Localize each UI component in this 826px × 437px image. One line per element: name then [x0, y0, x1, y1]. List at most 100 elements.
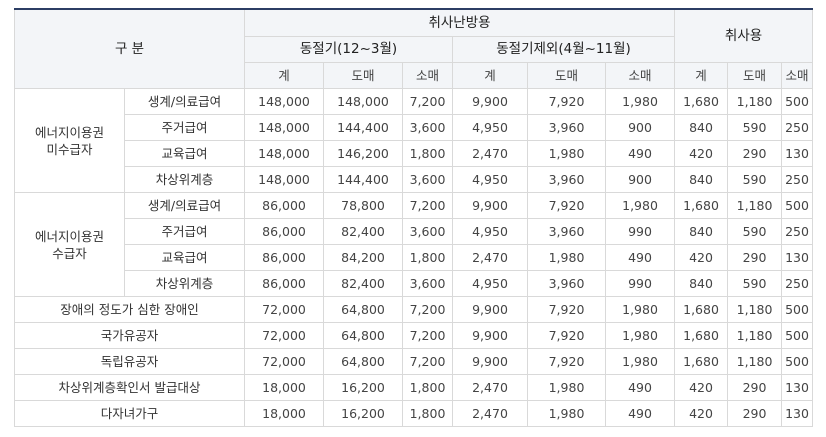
value-cell: 1,180: [727, 348, 783, 375]
value-cell: 1,980: [605, 296, 676, 323]
value-cell: 18,000: [244, 374, 325, 401]
row-label: 교육급여: [123, 140, 246, 167]
row-label: 독립유공자: [13, 348, 246, 375]
value-cell: 130: [781, 244, 814, 271]
table-row: 차상위계층 148,000 144,400 3,600 4,950 3,960 900 840…: [15, 166, 814, 193]
value-cell: 84,200: [323, 244, 404, 271]
value-cell: 1,180: [727, 192, 783, 219]
value-cell: 148,000: [244, 166, 325, 193]
table-row: 교육급여 148,000 146,200 1,800 2,470 1,980 490 420 2…: [15, 140, 814, 167]
value-cell: 1,680: [674, 296, 729, 323]
table-row: 주거급여 148,000 144,400 3,600 4,950 3,960 900 840 5…: [15, 114, 814, 141]
value-cell: 148,000: [244, 114, 325, 141]
value-cell: 420: [674, 140, 729, 167]
value-cell: 64,800: [323, 348, 404, 375]
row-label: 장애의 정도가 심한 장애인: [13, 296, 246, 323]
price-table: 구 분 취사난방용 취사용 동절기(12~3월) 동절기제외(4월~11월) 계…: [13, 8, 814, 427]
row-label: 주거급여: [123, 218, 246, 245]
value-cell: 1,180: [727, 88, 783, 115]
value-cell: 840: [674, 270, 729, 297]
value-cell: 1,180: [727, 322, 783, 349]
value-cell: 3,600: [402, 218, 454, 245]
value-cell: 500: [781, 322, 814, 349]
value-cell: 1,680: [674, 88, 729, 115]
value-cell: 500: [781, 88, 814, 115]
value-cell: 1,680: [674, 348, 729, 375]
value-cell: 130: [781, 140, 814, 167]
value-cell: 7,200: [402, 296, 454, 323]
sub-header-cell: 도매: [727, 62, 783, 89]
value-cell: 1,980: [605, 88, 676, 115]
sub-header-cell: 계: [452, 62, 529, 89]
value-cell: 590: [727, 270, 783, 297]
row-label: 국가유공자: [13, 322, 246, 349]
value-cell: 9,900: [452, 296, 529, 323]
value-cell: 3,600: [402, 114, 454, 141]
value-cell: 1,980: [605, 322, 676, 349]
row-label: 주거급여: [123, 114, 246, 141]
value-cell: 420: [674, 244, 729, 271]
value-cell: 7,920: [527, 322, 607, 349]
value-cell: 72,000: [244, 348, 325, 375]
value-cell: 146,200: [323, 140, 404, 167]
value-cell: 900: [605, 114, 676, 141]
value-cell: 64,800: [323, 322, 404, 349]
table-row: 국가유공자 72,000 64,800 7,200 9,900 7,920 1,980 1,6…: [13, 322, 814, 349]
value-cell: 7,200: [402, 192, 454, 219]
value-cell: 18,000: [244, 400, 325, 427]
row-label: 차상위계층: [123, 166, 246, 193]
value-cell: 7,920: [527, 88, 607, 115]
value-cell: 148,000: [323, 88, 404, 115]
value-cell: 144,400: [323, 166, 404, 193]
value-cell: 148,000: [244, 140, 325, 167]
value-cell: 7,200: [402, 322, 454, 349]
row-label: 생계/의료급여: [123, 88, 246, 115]
table-row: 차상위계층확인서 발급대상 18,000 16,200 1,800 2,470 1,980…: [13, 374, 814, 401]
value-cell: 490: [605, 400, 676, 427]
sub-header-cell: 계: [674, 62, 729, 89]
table-row: 교육급여 86,000 84,200 1,800 2,470 1,980 490 420 290…: [15, 244, 814, 271]
value-cell: 3,960: [527, 114, 607, 141]
value-cell: 130: [781, 400, 814, 427]
value-cell: 290: [727, 374, 783, 401]
value-cell: 7,200: [402, 88, 454, 115]
value-cell: 990: [605, 270, 676, 297]
value-cell: 2,470: [452, 374, 529, 401]
header-winter: 동절기(12~3월): [244, 36, 454, 63]
header-heating: 취사난방용: [244, 8, 676, 37]
value-cell: 990: [605, 218, 676, 245]
value-cell: 64,800: [323, 296, 404, 323]
value-cell: 82,400: [323, 218, 404, 245]
value-cell: 290: [727, 400, 783, 427]
value-cell: 7,920: [527, 348, 607, 375]
value-cell: 148,000: [244, 88, 325, 115]
value-cell: 4,950: [452, 218, 529, 245]
value-cell: 1,980: [605, 348, 676, 375]
row-label: 다자녀가구: [13, 400, 246, 427]
value-cell: 86,000: [244, 244, 325, 271]
value-cell: 3,960: [527, 166, 607, 193]
value-cell: 130: [781, 374, 814, 401]
table-body: 에너지이용권 미수급자 생계/의료급여 148,000 148,000 7,200 9,90…: [13, 88, 814, 427]
value-cell: 4,950: [452, 166, 529, 193]
value-cell: 250: [781, 218, 814, 245]
value-cell: 144,400: [323, 114, 404, 141]
sub-header-cell: 도매: [527, 62, 607, 89]
sub-header-cell: 소매: [402, 62, 454, 89]
value-cell: 420: [674, 374, 729, 401]
value-cell: 290: [727, 244, 783, 271]
sub-header-cell: 소매: [605, 62, 676, 89]
row-label: 차상위계층: [123, 270, 246, 297]
value-cell: 490: [605, 244, 676, 271]
value-cell: 590: [727, 218, 783, 245]
value-cell: 86,000: [244, 192, 325, 219]
value-cell: 840: [674, 166, 729, 193]
value-cell: 82,400: [323, 270, 404, 297]
value-cell: 4,950: [452, 114, 529, 141]
value-cell: 86,000: [244, 218, 325, 245]
value-cell: 3,960: [527, 218, 607, 245]
value-cell: 1,800: [402, 244, 454, 271]
value-cell: 3,960: [527, 270, 607, 297]
value-cell: 500: [781, 348, 814, 375]
value-cell: 250: [781, 166, 814, 193]
